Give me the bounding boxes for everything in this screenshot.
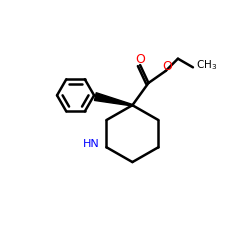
Text: HN: HN — [83, 139, 100, 149]
Polygon shape — [94, 93, 132, 106]
Text: CH$_3$: CH$_3$ — [196, 58, 217, 72]
Text: O: O — [162, 60, 172, 73]
Text: O: O — [135, 53, 145, 66]
